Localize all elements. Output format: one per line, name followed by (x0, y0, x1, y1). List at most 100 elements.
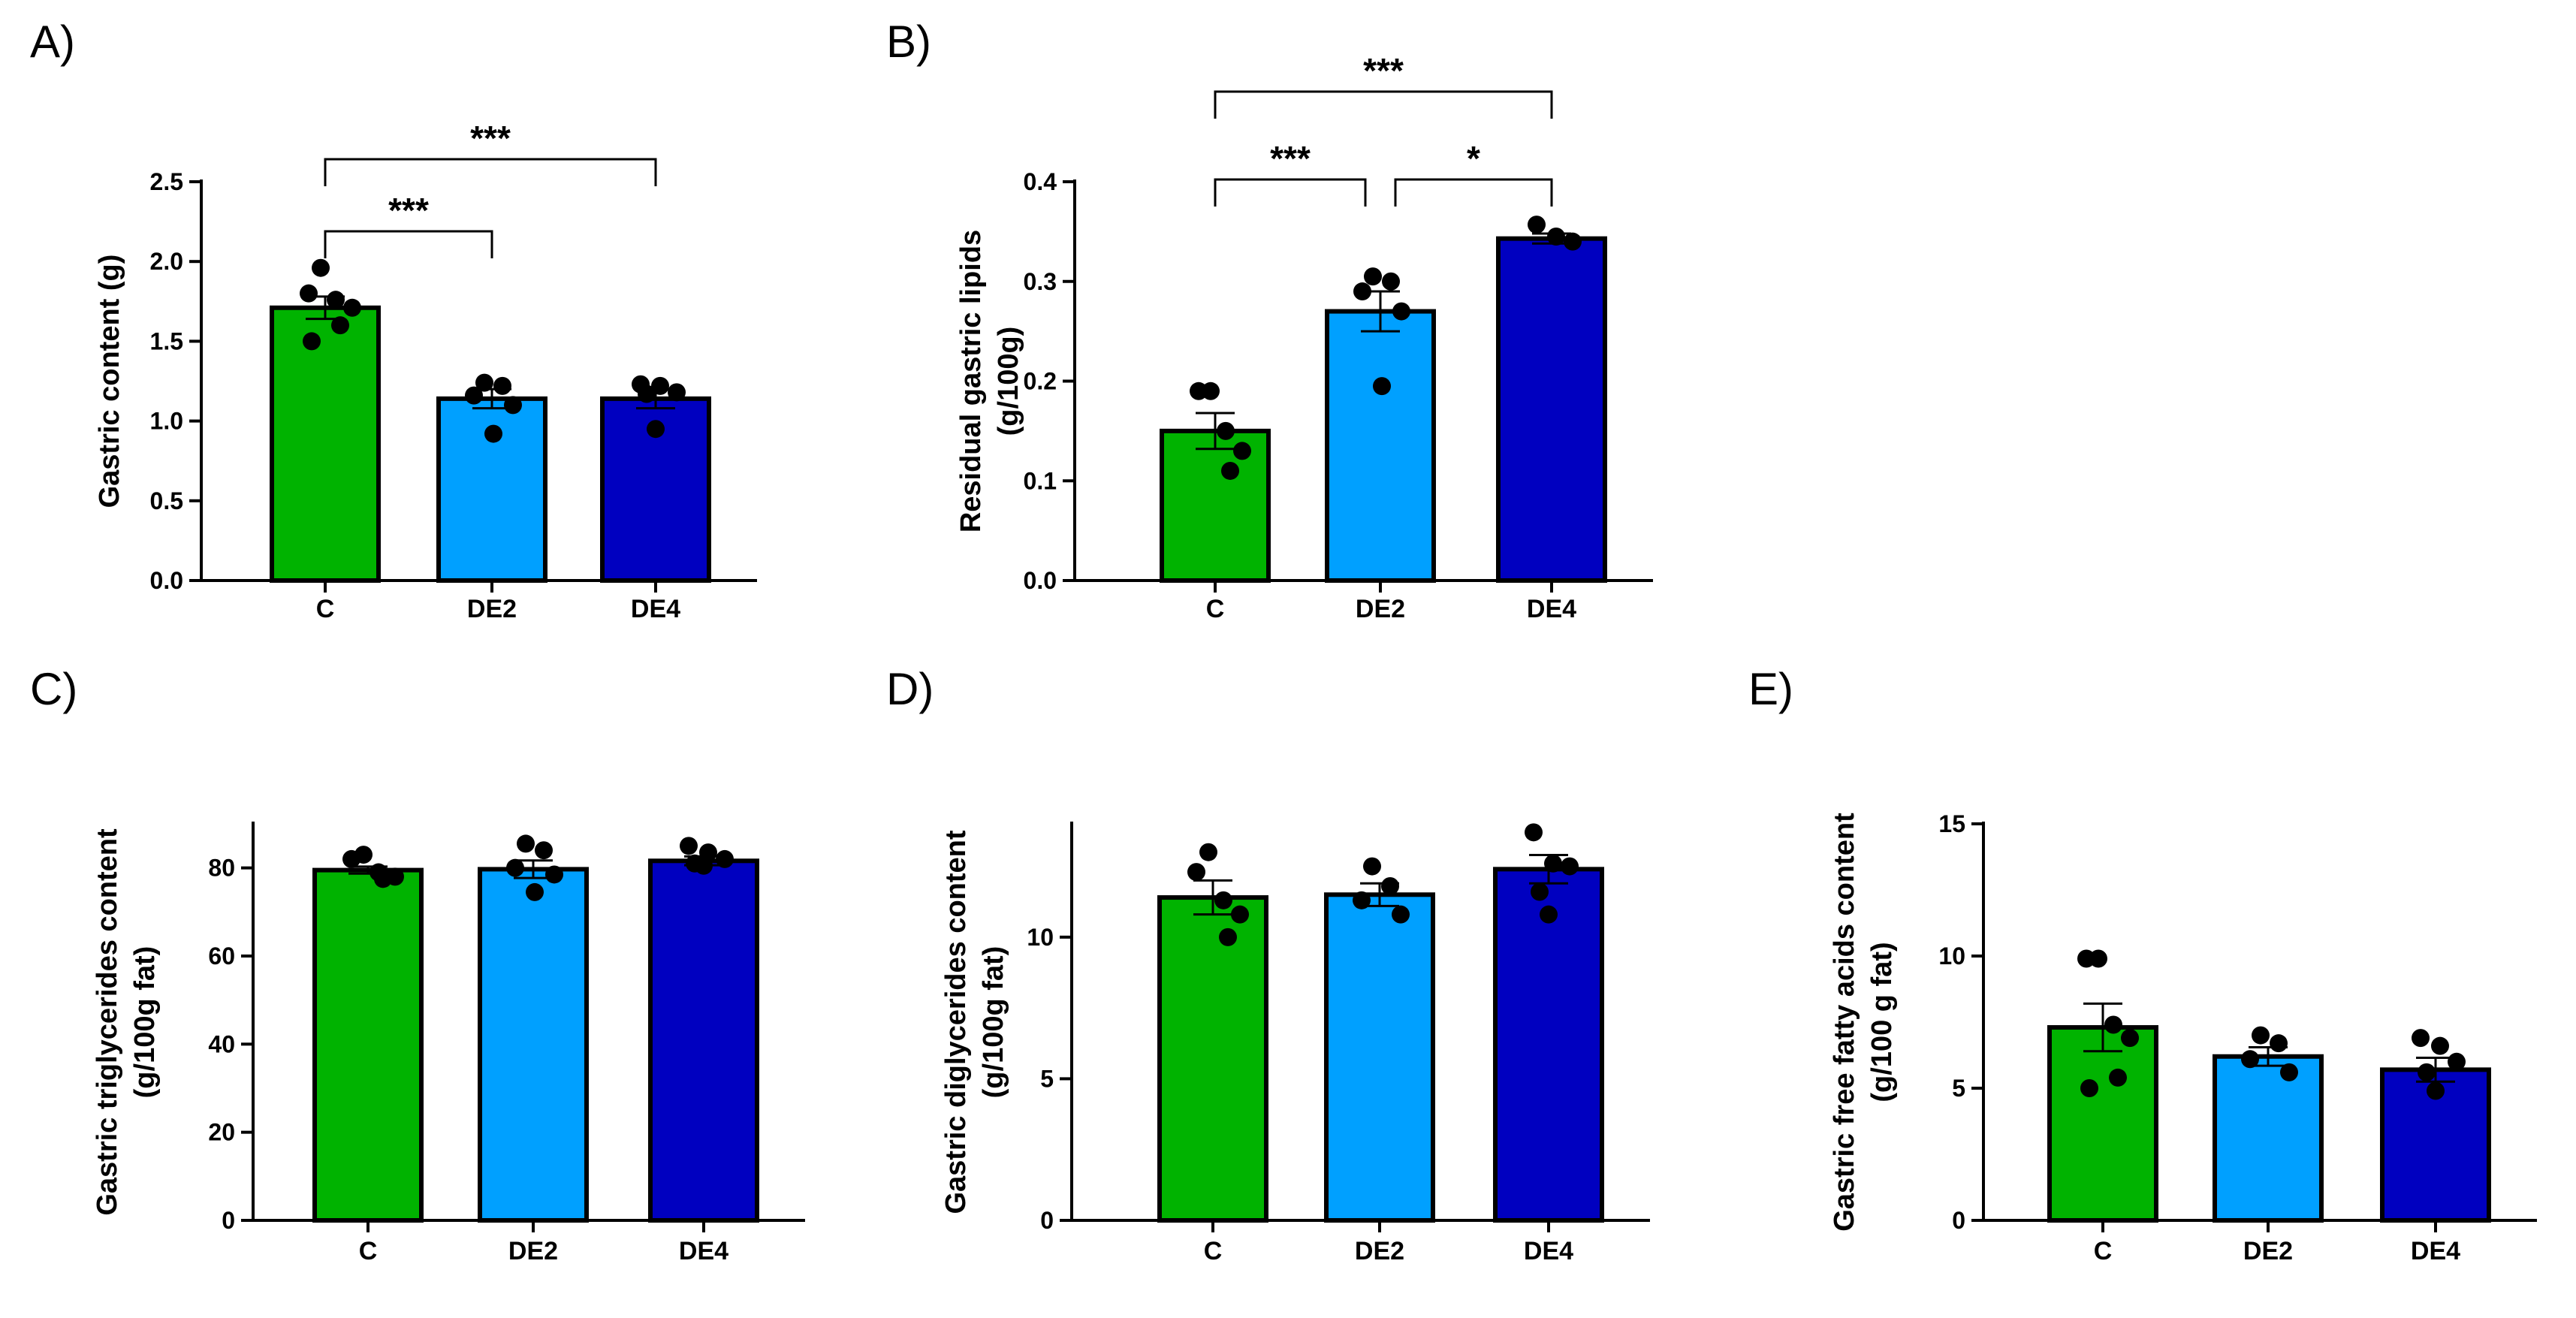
panel-b: B)0.00.10.20.30.4C DE2 DE4*** ****Residual … (886, 17, 1653, 623)
data-point (680, 837, 698, 855)
x-tick-label: C (316, 595, 335, 623)
bar-de4 (1493, 867, 1604, 1223)
x-tick-label: DE4 (679, 1237, 728, 1265)
data-point (2077, 949, 2095, 968)
bar-de2 (2213, 1054, 2324, 1223)
data-point (1231, 905, 1249, 924)
significance-bracket (1214, 90, 1553, 119)
bar-c (1160, 428, 1271, 583)
data-point (1544, 854, 1562, 873)
bar-c (270, 305, 381, 583)
y-axis-title: (g/100g) (993, 327, 1024, 436)
data-point (506, 858, 524, 877)
y-axis-title: (g/100g fat) (129, 946, 161, 1099)
significance-label: *** (388, 191, 429, 230)
y-axis-title: Gastric content (g) (94, 255, 125, 508)
data-point (465, 386, 483, 405)
y-tick-label: 15 (1938, 810, 1965, 837)
bar-de2 (478, 867, 589, 1223)
x-tick-label: DE2 (1355, 1237, 1404, 1265)
data-point (1392, 302, 1410, 321)
data-point (2104, 1015, 2122, 1034)
data-point (343, 298, 361, 317)
data-point (2109, 1068, 2127, 1087)
data-point (1547, 228, 1565, 246)
x-tick-label: DE4 (631, 595, 680, 623)
bar-c (312, 867, 424, 1223)
panel-letter: D) (886, 664, 934, 714)
data-point (2270, 1034, 2288, 1053)
x-tick-label: DE2 (1356, 595, 1405, 623)
data-point (668, 383, 686, 402)
data-point (647, 420, 665, 439)
panel-d: D) 0 5 10 C DE2 DE4 Gastric diglycerides conten… (886, 664, 1650, 1265)
data-point (2280, 1063, 2298, 1081)
bar-de4 (1496, 236, 1607, 583)
data-point (475, 373, 493, 392)
y-tick-label: 0.0 (150, 567, 183, 594)
y-tick-label: 1.5 (150, 327, 183, 354)
significance-label: * (1467, 139, 1480, 178)
data-point (716, 849, 734, 868)
y-tick-label: 0 (1040, 1207, 1054, 1234)
data-point (2252, 1026, 2270, 1045)
data-point (1214, 891, 1232, 909)
data-point (2121, 1029, 2139, 1048)
data-point (1540, 905, 1558, 924)
data-point (638, 385, 656, 403)
data-point (504, 396, 522, 415)
panel-letter: E) (1748, 664, 1793, 714)
significance-label: *** (470, 119, 511, 158)
data-point (1531, 882, 1549, 901)
y-tick-label: 0 (222, 1207, 235, 1234)
x-tick-label: C (1206, 595, 1225, 623)
data-point (1561, 857, 1579, 876)
y-tick-label: 0 (1952, 1207, 1965, 1234)
data-point (1221, 461, 1239, 480)
data-point (1373, 377, 1391, 396)
y-tick-label: 5 (1952, 1075, 1965, 1102)
data-point (484, 424, 502, 443)
data-point (2412, 1029, 2430, 1048)
y-axis-title: Gastric free fatty acids content (1829, 813, 1860, 1232)
significance-bracket (1394, 178, 1553, 207)
data-point (1187, 863, 1205, 882)
y-tick-label: 0.0 (1024, 567, 1057, 594)
y-tick-label: 1.0 (150, 408, 183, 435)
y-tick-label: 2.0 (150, 248, 183, 275)
panel-c: C) 0 20 40 60 80 C DE2 DE4 Gastric triglycerides … (30, 664, 805, 1265)
data-point (374, 870, 392, 888)
data-point (651, 376, 669, 395)
data-point (1392, 905, 1410, 924)
y-tick-label: 20 (208, 1119, 235, 1146)
data-point (1564, 232, 1582, 251)
data-point (1353, 891, 1371, 909)
data-point (526, 882, 544, 901)
data-point (331, 316, 349, 335)
bar-c (2047, 1025, 2158, 1223)
data-point (695, 856, 713, 875)
data-point (1363, 857, 1381, 876)
x-tick-label: DE4 (1527, 595, 1576, 623)
data-point (1190, 382, 1208, 400)
x-tick-label: DE4 (2411, 1237, 2460, 1265)
data-point (1219, 927, 1237, 946)
data-point (327, 291, 345, 309)
panel-letter: A) (30, 17, 75, 67)
significance-bracket (1214, 178, 1367, 207)
data-point (2427, 1081, 2445, 1100)
bar-c (1157, 895, 1268, 1223)
significance-label: *** (1363, 51, 1404, 90)
data-point (2431, 1036, 2449, 1055)
x-tick-label: DE2 (2243, 1237, 2293, 1265)
data-point (1382, 272, 1400, 291)
data-point (2080, 1079, 2098, 1097)
data-point (1233, 442, 1251, 460)
x-tick-label: C (359, 1237, 378, 1265)
bar-de2 (1324, 892, 1435, 1223)
panel-e: E) 0 5 10 15 C DE2 DE4 Gastric free fatty acids … (1748, 664, 2537, 1265)
x-tick-label: DE2 (467, 595, 517, 623)
bar-de2 (1325, 309, 1436, 583)
y-axis-title: (g/100 g fat) (1866, 942, 1898, 1102)
data-point (1353, 282, 1371, 301)
